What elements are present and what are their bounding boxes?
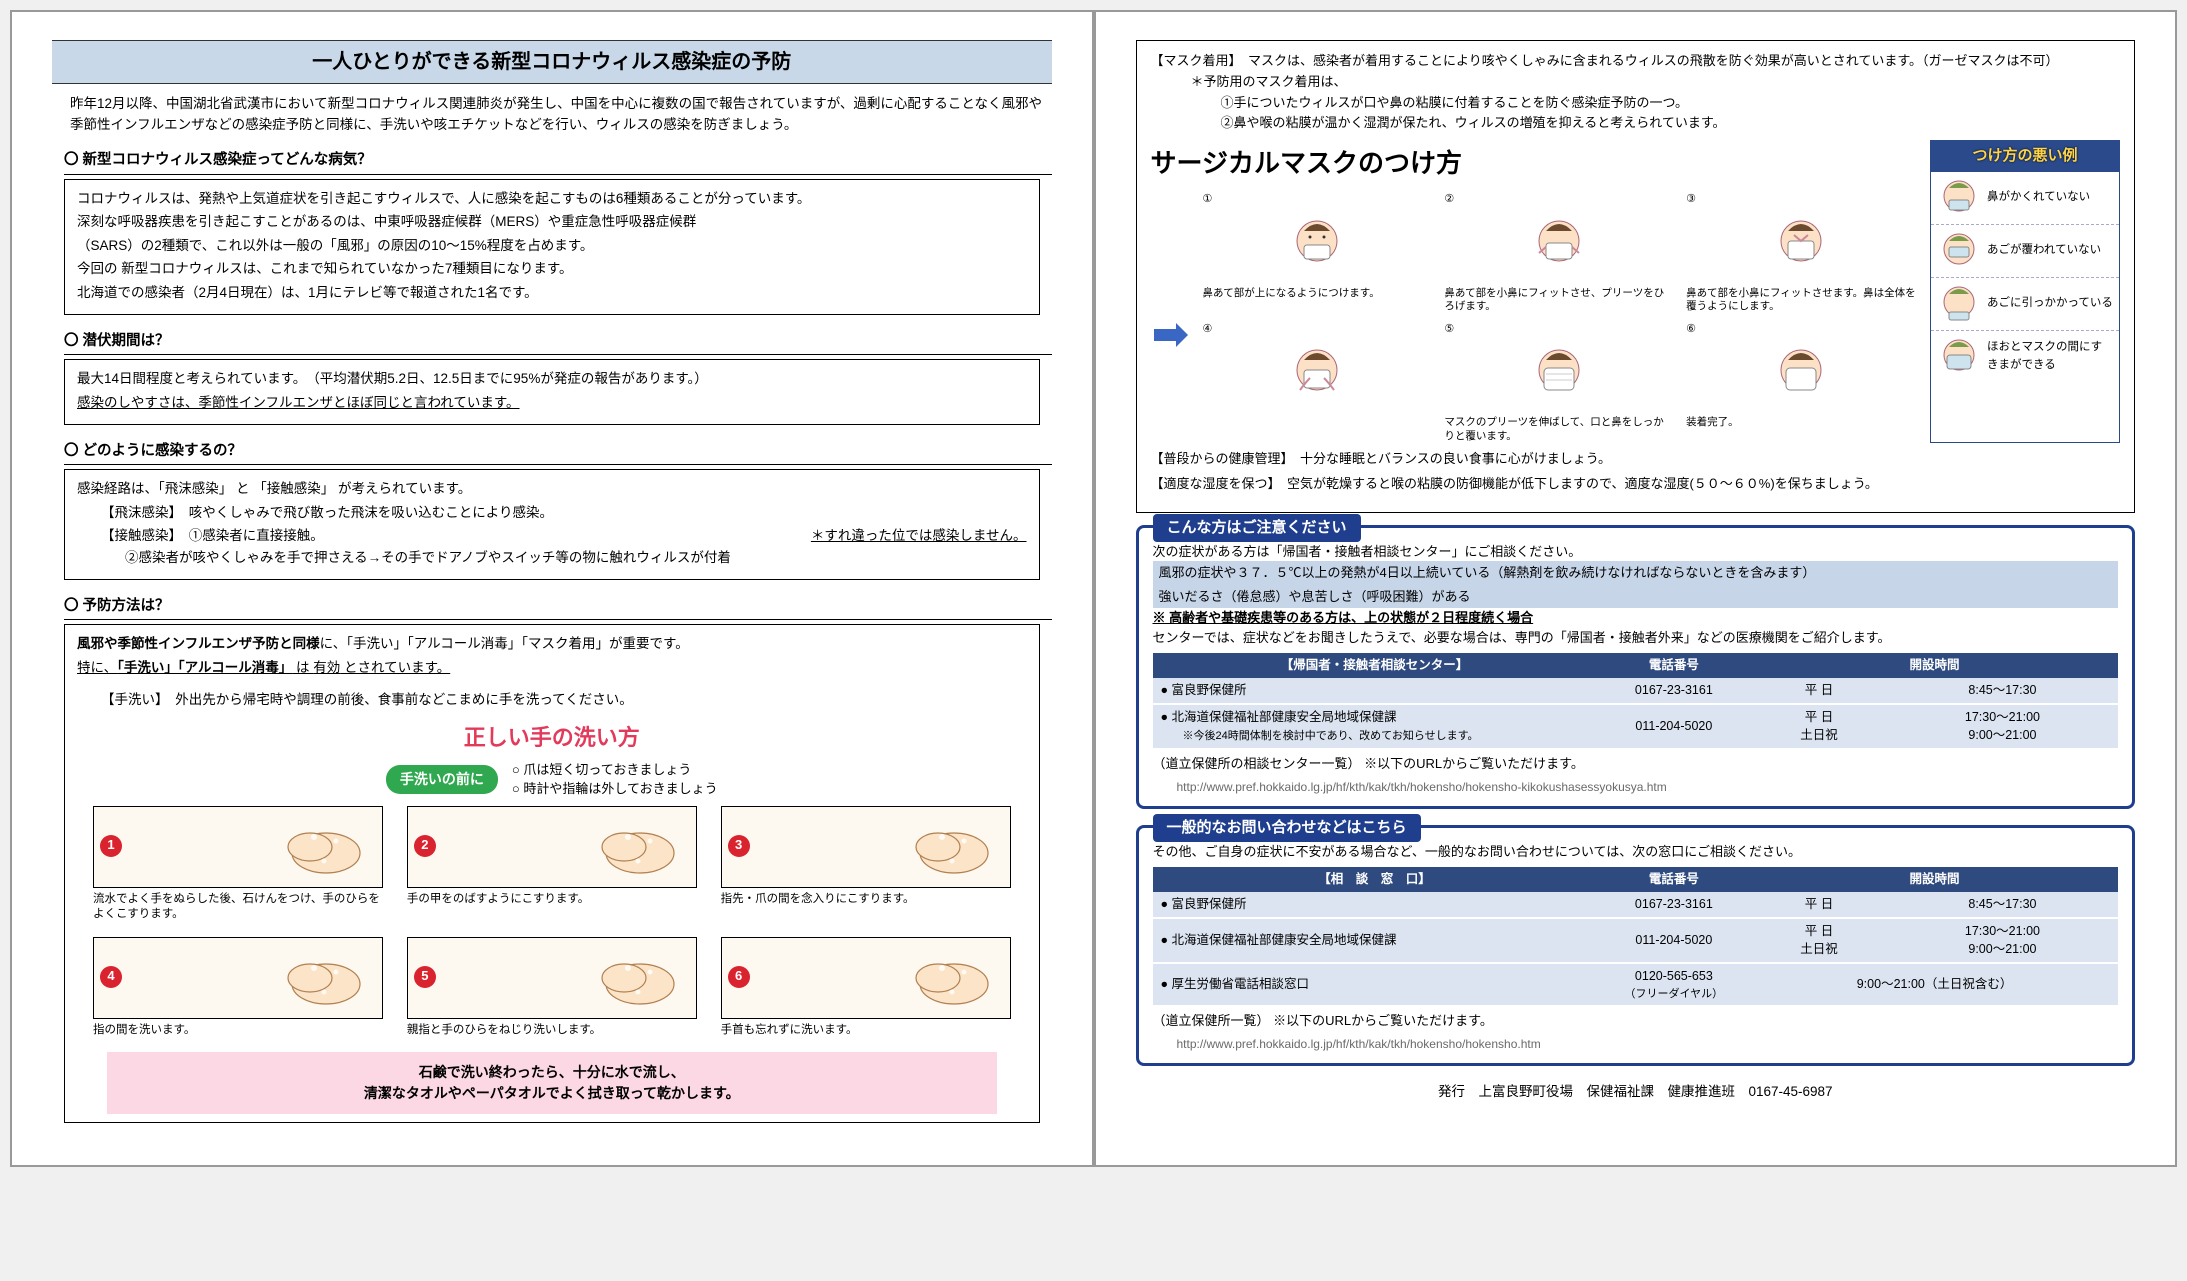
publisher-footer: 発行 上富良野町役場 保健福祉課 健康推進班 0167-45-6987 (1136, 1082, 2136, 1102)
s3p1: 感染経路は、「飛沫感染」 と 「接触感染」 が考えられています。 (77, 478, 1027, 500)
mask-steps-grid: ①鼻あて部が上になるようにつけます。 ②鼻あて部を小鼻にフィットさせ、プリーツを… (1151, 191, 1917, 443)
mask-section: 【マスク着用】 マスクは、感染者が着用することにより咳やくしゃみに含まれるウィル… (1136, 40, 2136, 513)
hands-icon (894, 813, 1004, 883)
before-wash-row: 手洗いの前に ○ 爪は短く切っておきましょう ○ 時計や指輪は外しておきましょう (77, 761, 1027, 797)
right-page: 【マスク着用】 マスクは、感染者が着用することにより咳やくしゃみに含まれるウィル… (1096, 12, 2176, 1165)
intro-text: 昨年12月以降、中国湖北省武漢市において新型コロナウィルス関連肺炎が発生し、中国… (70, 94, 1052, 136)
section4-box: 風邪や季節性インフルエンザ予防と同様に、「手洗い」「アルコール消毒」「マスク着用… (64, 624, 1040, 1123)
mask-step-6: ⑥装着完了。 (1686, 321, 1916, 430)
url-link[interactable]: http://www.pref.hokkaido.lg.jp/hf/kth/ka… (1177, 778, 2119, 796)
main-title: 一人ひとりができる新型コロナウィルス感染症の予防 (52, 40, 1052, 84)
section3-heading: 〇 どのように感染するの？ (64, 439, 1052, 466)
handwash-step-3: 3 指先・爪の間を念入りにこすります。 (721, 806, 1011, 923)
s1p3: （SARS）の2種類で、これ以外は一般の「風邪」の原因の10～15%程度を占めま… (77, 235, 1027, 257)
section1-box: コロナウィルスは、発熱や上気道症状を引き起こすウィルスで、人に感染を起こすものは… (64, 179, 1040, 315)
s1p5: 北海道での感染者（2月4日現在）は、1月にテレビ等で報道された1名です。 (77, 282, 1027, 304)
before-badge: 手洗いの前に (386, 765, 498, 793)
section1-heading: 〇 新型コロナウィルス感染症ってどんな病気？ (64, 148, 1052, 175)
general-table: 【相 談 窓 口】電話番号開設時間 ● 富良野保健所0167-23-3161平 … (1153, 867, 2119, 1007)
s3p2b: 【接触感染】 ①感染者に直接接触。 (101, 525, 324, 547)
wrong-heading: つけ方の悪い例 (1931, 141, 2119, 172)
caution-callout: こんな方はご注意ください 次の症状がある方は「帰国者・接触者相談センター」にご相… (1136, 525, 2136, 809)
caution-tab: こんな方はご注意ください (1153, 514, 1361, 543)
s3p2a: 【飛沫感染】 咳やくしゃみで飛び散った飛沫を吸い込むことにより感染。 (101, 502, 1027, 524)
before-list: ○ 爪は短く切っておきましょう ○ 時計や指輪は外しておきましょう (512, 761, 718, 797)
s4p3: 【手洗い】 外出先から帰宅時や調理の前後、食事前などこまめに手を洗ってください。 (101, 689, 1027, 711)
handwash-step-1: 1 流水でよく手をぬらした後、石けんをつけ、手のひらをよくこすります。 (93, 806, 383, 923)
health-notes: 【普段からの健康管理】 十分な睡眠とバランスの良い食事に心がけましょう。 【適度… (1151, 449, 2121, 494)
wrong-examples-box: つけ方の悪い例 鼻がかくれていない あごが覆われていない あごに引っかかっている… (1930, 140, 2120, 443)
arrow-icon (1151, 321, 1191, 349)
hands-icon (894, 944, 1004, 1014)
handwash-step-5: 5 親指と手のひらをねじり洗いします。 (407, 937, 697, 1039)
handwash-step-2: 2 手の甲をのばすようにこすります。 (407, 806, 697, 923)
section3-box: 感染経路は、「飛沫感染」 と 「接触感染」 が考えられています。 【飛沫感染】 … (64, 469, 1040, 579)
mask-step-5: ⑤マスクのプリーツを伸ばして、口と鼻をしっかりと覆います。 (1444, 321, 1674, 443)
pink-note: 石鹸で洗い終わったら、十分に水で流し、 清潔なタオルやペーパタオルでよく拭き取っ… (107, 1052, 997, 1114)
mask-step-4: ④ (1203, 321, 1433, 414)
section2-heading: 〇 潜伏期間は？ (64, 329, 1052, 356)
mask-step-3: ③鼻あて部を小鼻にフィットさせます。鼻は全体を覆うようにします。 (1686, 191, 1916, 313)
hands-icon (580, 813, 690, 883)
hands-icon (266, 944, 376, 1014)
handwash-grid: 1 流水でよく手をぬらした後、石けんをつけ、手のひらをよくこすります。 2 手の… (93, 806, 1011, 1039)
s4p2: 特に、「手洗い」「アルコール消毒」 は 有効 とされています。 (77, 657, 1027, 679)
s1p2: 深刻な呼吸器疾患を引き起こすことがあるのは、中東呼吸器症候群（MERS）や重症急… (77, 211, 1027, 233)
hands-icon (266, 813, 376, 883)
s3p2c: ②感染者が咳やくしゃみを手で押さえる→その手でドアノブやスイッチ等の物に触れウィ… (125, 547, 1027, 569)
wrong-list: 鼻がかくれていない あごが覆われていない あごに引っかかっている ほおとマスクの… (1931, 172, 2119, 383)
returnee-table: 【帰国者・接触者相談センター】電話番号開設時間 ● 富良野保健所0167-23-… (1153, 653, 2119, 750)
mask-step-1: ①鼻あて部が上になるようにつけます。 (1203, 191, 1433, 300)
mask-step-2: ②鼻あて部を小鼻にフィットさせ、プリーツをひろげます。 (1444, 191, 1674, 313)
face-icon (1282, 213, 1352, 279)
handwash-step-4: 4 指の間を洗います。 (93, 937, 383, 1039)
s2p2: 感染のしやすさは、季節性インフルエンザとほぼ同じと言われています。 (77, 392, 1027, 414)
handwash-step-6: 6 手首も忘れずに洗います。 (721, 937, 1011, 1039)
section2-box: 最大14日間程度と考えられています。 （平均潜伏期5.2日、12.5日までに95… (64, 359, 1040, 424)
s2p1: 最大14日間程度と考えられています。 （平均潜伏期5.2日、12.5日までに95… (77, 368, 1027, 390)
hands-icon (580, 944, 690, 1014)
general-callout: 一般的なお問い合わせなどはこちら その他、ご自身の症状に不安がある場合など、一般… (1136, 825, 2136, 1066)
url-link-2[interactable]: http://www.pref.hokkaido.lg.jp/hf/kth/ka… (1177, 1035, 2119, 1053)
s1p1: コロナウィルスは、発熱や上気道症状を引き起こすウィルスで、人に感染を起こすものは… (77, 188, 1027, 210)
general-tab: 一般的なお問い合わせなどはこちら (1153, 814, 1421, 843)
section4-heading: 〇 予防方法は？ (64, 594, 1052, 621)
two-page-spread: 一人ひとりができる新型コロナウィルス感染症の予防 昨年12月以降、中国湖北省武漢… (10, 10, 2177, 1167)
handwash-title: 正しい手の洗い方 (77, 720, 1027, 755)
s1p4: 今回の 新型コロナウィルスは、これまで知られていなかった7種類目になります。 (77, 258, 1027, 280)
mask-title: サージカルマスクのつけ方 (1151, 144, 1917, 183)
mask-intro: 【マスク着用】 マスクは、感染者が着用することにより咳やくしゃみに含まれるウィル… (1151, 51, 2121, 134)
s3note: ＊すれ違った位では感染しません。 (811, 525, 1027, 547)
s4p1: 風邪や季節性インフルエンザ予防と同様に、「手洗い」「アルコール消毒」「マスク着用… (77, 633, 1027, 655)
left-page: 一人ひとりができる新型コロナウィルス感染症の予防 昨年12月以降、中国湖北省武漢… (12, 12, 1092, 1165)
